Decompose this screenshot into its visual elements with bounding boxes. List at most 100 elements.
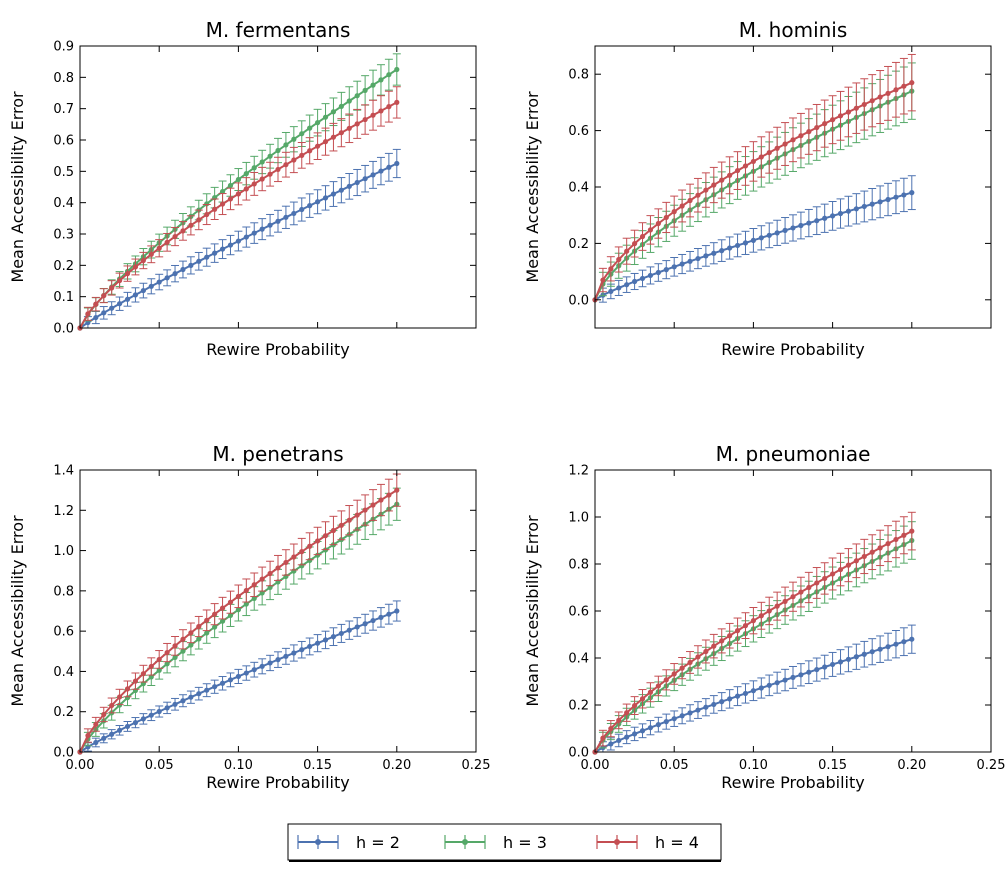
data-point	[109, 305, 115, 311]
data-point	[180, 266, 186, 273]
data-point	[782, 598, 788, 605]
data-point	[727, 172, 733, 178]
chart-title: M. penetrans	[212, 442, 343, 466]
data-point	[394, 160, 400, 167]
data-point	[227, 677, 234, 683]
data-point	[196, 258, 202, 264]
data-point	[101, 293, 107, 299]
data-point	[346, 517, 352, 523]
data-point	[655, 722, 661, 728]
data-point	[196, 623, 202, 630]
y-tick-label: 1.0	[568, 511, 589, 526]
data-point	[727, 633, 733, 639]
data-point	[124, 723, 131, 730]
data-point	[140, 671, 146, 677]
data-point	[663, 719, 669, 725]
data-point	[259, 176, 265, 182]
y-tick-label: 1.2	[568, 464, 589, 479]
data-point	[639, 728, 646, 734]
data-point	[188, 222, 194, 228]
data-point	[330, 134, 337, 140]
data-point	[227, 612, 234, 619]
data-point	[679, 713, 685, 719]
data-point	[624, 248, 630, 254]
data-point	[616, 285, 622, 291]
plot-area-frame	[594, 45, 992, 329]
y-axis-label: Mean Accessibility Error	[8, 515, 27, 707]
data-point	[742, 240, 749, 246]
data-point	[719, 177, 725, 183]
data-point	[703, 253, 709, 259]
legend-marker	[462, 839, 468, 845]
data-point	[687, 258, 693, 264]
data-point	[798, 133, 804, 139]
data-point	[354, 93, 360, 99]
x-tick-label: 0.25	[462, 758, 491, 773]
data-point	[148, 663, 154, 670]
data-point	[639, 696, 646, 702]
data-point	[140, 287, 146, 294]
data-point	[734, 167, 741, 174]
data-point	[219, 246, 226, 252]
y-tick-label: 0.8	[568, 558, 589, 573]
data-point	[148, 251, 154, 257]
data-point	[235, 593, 241, 599]
y-tick-label: 1.2	[53, 504, 74, 519]
data-point	[322, 195, 329, 201]
data-point	[877, 94, 883, 100]
data-point	[766, 149, 772, 156]
data-point	[822, 215, 828, 221]
data-point	[219, 605, 226, 611]
data-point	[608, 266, 614, 272]
data-point	[742, 690, 749, 697]
data-point	[243, 601, 249, 607]
data-point	[798, 672, 804, 678]
y-tick-label: 0.8	[568, 68, 589, 83]
data-point	[243, 587, 249, 594]
data-point	[251, 667, 257, 673]
data-point	[124, 686, 131, 692]
data-point	[219, 680, 226, 686]
data-point	[845, 656, 852, 662]
data-point	[370, 82, 376, 88]
data-point	[212, 250, 218, 256]
legend-label: h = 4	[655, 833, 699, 852]
data-point	[267, 171, 273, 177]
data-point	[275, 218, 281, 224]
data-point	[774, 230, 780, 236]
data-point	[750, 158, 757, 165]
plot-area-frame	[79, 45, 477, 329]
data-point	[608, 288, 614, 295]
data-point	[259, 576, 265, 582]
data-point	[632, 702, 638, 709]
data-point	[315, 143, 321, 149]
data-point	[893, 641, 899, 647]
data-point	[774, 603, 780, 609]
data-point	[172, 271, 178, 277]
data-point	[315, 120, 321, 126]
data-point	[85, 732, 91, 739]
data-point	[386, 492, 392, 498]
legend-frame	[287, 823, 722, 861]
data-point	[893, 194, 899, 200]
data-point	[338, 187, 344, 193]
x-tick-label: 0.10	[224, 758, 253, 773]
data-point	[180, 648, 186, 654]
data-point	[734, 693, 741, 699]
data-point	[267, 222, 273, 228]
data-point	[639, 233, 646, 240]
data-point	[616, 256, 622, 263]
data-point	[370, 172, 376, 178]
data-point	[307, 643, 313, 650]
subplot-2: M. hominis 0.0 0.2 0.4 0.6 0.8 Rewire Probabil…	[523, 18, 992, 359]
data-point	[766, 682, 772, 688]
data-point	[909, 528, 915, 534]
data-point	[307, 543, 313, 549]
data-point	[315, 538, 321, 544]
data-point	[251, 595, 257, 602]
data-point	[172, 654, 178, 661]
x-axis-label: Rewire Probability	[721, 340, 865, 359]
y-tick-label: 0.0	[568, 293, 589, 308]
y-tick-label: 0.2	[53, 259, 74, 274]
data-point	[196, 691, 202, 697]
